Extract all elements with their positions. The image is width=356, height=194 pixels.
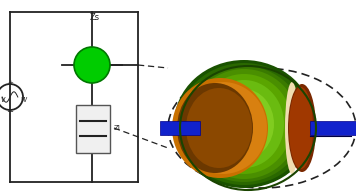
Ellipse shape xyxy=(189,69,299,179)
Text: +: + xyxy=(7,80,13,86)
Circle shape xyxy=(74,47,110,83)
Ellipse shape xyxy=(289,87,313,169)
Bar xyxy=(310,121,356,135)
Ellipse shape xyxy=(196,74,292,174)
Ellipse shape xyxy=(179,82,267,174)
Text: Zs: Zs xyxy=(90,14,100,23)
Bar xyxy=(76,105,110,153)
Text: Zl: Zl xyxy=(114,125,121,131)
Ellipse shape xyxy=(204,80,284,168)
Bar xyxy=(160,121,200,135)
Ellipse shape xyxy=(226,102,262,146)
Ellipse shape xyxy=(174,60,314,188)
Ellipse shape xyxy=(184,66,304,182)
Ellipse shape xyxy=(285,82,299,174)
Text: w: w xyxy=(20,95,26,105)
Ellipse shape xyxy=(186,88,252,168)
Ellipse shape xyxy=(214,89,274,159)
Ellipse shape xyxy=(172,78,268,178)
Ellipse shape xyxy=(178,63,310,185)
Text: −: − xyxy=(6,107,14,117)
Ellipse shape xyxy=(288,84,316,172)
Text: v: v xyxy=(1,95,5,105)
Ellipse shape xyxy=(177,83,253,173)
